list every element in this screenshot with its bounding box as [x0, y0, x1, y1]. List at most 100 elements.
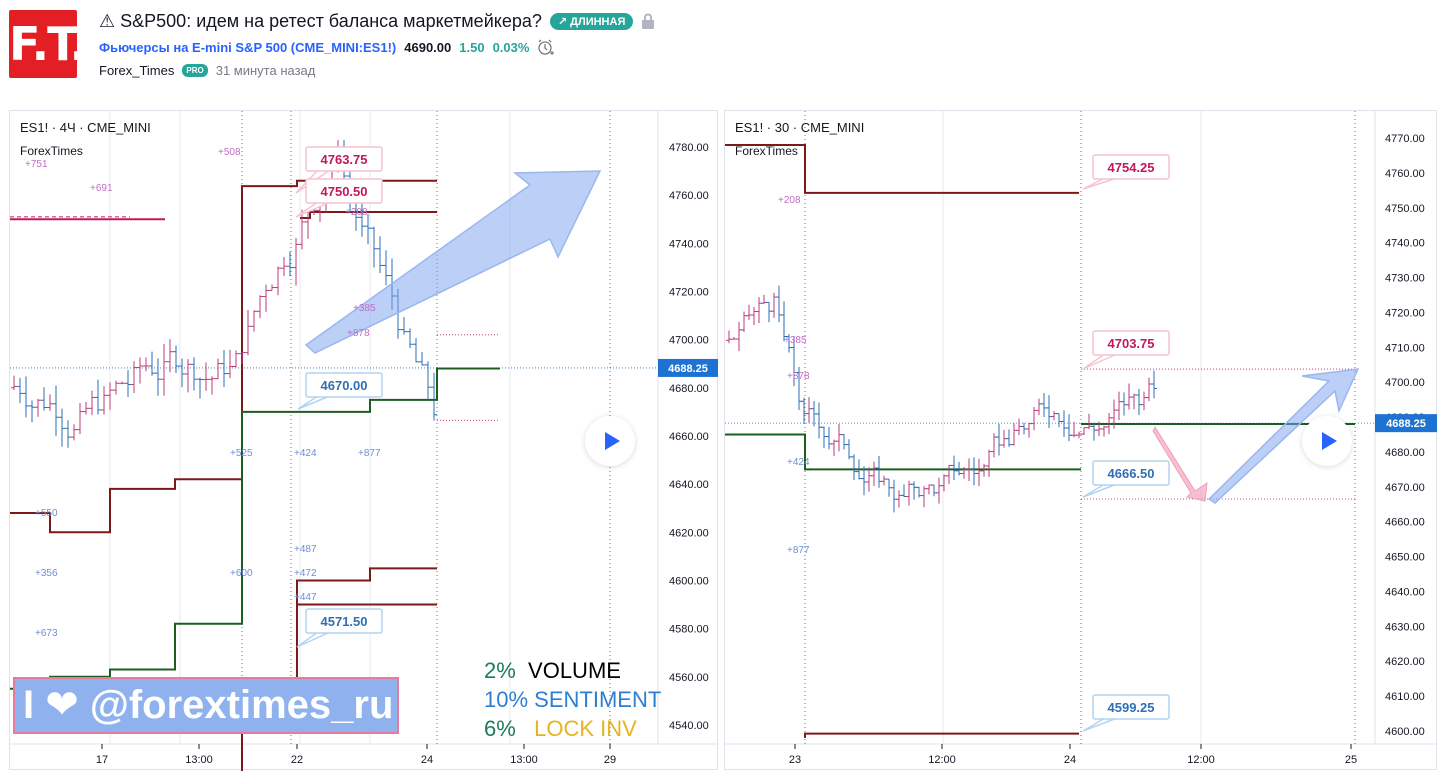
time-tick: 24 — [1064, 754, 1076, 766]
price-tick: 4710.00 — [1385, 342, 1425, 354]
price-tick: 4770.00 — [1385, 133, 1425, 145]
price-tick: 4640.00 — [669, 479, 709, 491]
volume-label: +550 — [35, 508, 58, 519]
callout-box — [1092, 694, 1170, 720]
volume-label: +673 — [35, 628, 58, 639]
price-tick: 4620.00 — [1385, 656, 1425, 668]
time-tick: 23 — [789, 754, 801, 766]
price-tick: 4680.00 — [1385, 447, 1425, 459]
price-tick: 4720.00 — [1385, 307, 1425, 319]
price-change-pct: 0.03% — [492, 39, 530, 55]
chart-30m[interactable]: 4770.00 4760.00 4750.00 4740.00 4730.00 4720.… — [724, 110, 1438, 771]
published-time: 31 минута назад — [215, 63, 316, 78]
volume-label: +751 — [25, 159, 48, 170]
time-tick: 22 — [291, 754, 303, 766]
price-tick: 4760.00 — [1385, 168, 1425, 180]
last-price-label: 4688.25 — [1386, 418, 1426, 430]
price-tick: 4740.00 — [1385, 238, 1425, 250]
callout-box — [305, 372, 383, 398]
price-callout: 4763.75 — [321, 152, 368, 167]
time-tick: 12:00 — [928, 754, 956, 766]
play-button[interactable] — [1302, 416, 1352, 466]
volume-label: +878 — [347, 328, 370, 339]
volume-label: +385 — [784, 335, 807, 346]
callout-box — [1092, 330, 1170, 356]
target-arrow — [304, 170, 602, 354]
volume-label: +385 — [353, 303, 376, 314]
resistance-level — [10, 179, 437, 534]
time-tick: 13:00 — [510, 754, 538, 766]
chart-legend: ES1! · 4Ч · CME_MINI — [20, 120, 151, 135]
chart-4h[interactable]: 4780.00 4760.00 4740.00 4720.00 4700.00 4680.… — [9, 110, 719, 771]
volume-label: +424 — [294, 448, 317, 459]
time-tick: 12:00 — [1187, 754, 1215, 766]
price-tick: 4750.00 — [1385, 203, 1425, 215]
chart-legend: ES1! · 30 · CME_MINI — [735, 120, 865, 135]
price-tick: 4670.00 — [1385, 482, 1425, 494]
price-tick: 4700.00 — [1385, 377, 1425, 389]
last-price-tag — [1375, 414, 1437, 433]
price-tick: 4780.00 — [669, 142, 709, 154]
support-level — [725, 433, 1081, 471]
indicator-name: ForexTimes — [20, 144, 83, 158]
resistance-level — [725, 143, 1079, 194]
pullback-arrow — [1152, 425, 1208, 502]
volume-label: +472 — [294, 568, 317, 579]
price-callout: 4750.50 — [321, 184, 368, 199]
volume-label: +487 — [294, 544, 317, 555]
price-callout: 4571.50 — [321, 614, 368, 629]
price-tick: 4740.00 — [669, 238, 709, 250]
callout-box — [1092, 154, 1170, 180]
price-callout: 4754.25 — [1108, 160, 1155, 175]
stat-pct: 6% — [484, 716, 516, 741]
volume-label: +424 — [787, 457, 810, 468]
price-tick: 4630.00 — [1385, 621, 1425, 633]
indicator-name: ForexTimes — [735, 144, 798, 158]
callout-tail — [295, 201, 331, 218]
low-level — [241, 567, 437, 771]
chart-4h-canvas[interactable]: 4780.00 4760.00 4740.00 4720.00 4700.00 4680.… — [10, 111, 719, 771]
chart-30m-canvas[interactable]: 4770.00 4760.00 4750.00 4740.00 4730.00 4720.… — [725, 111, 1438, 771]
volume-label: +525 — [230, 448, 253, 459]
callout-tail — [1082, 717, 1118, 732]
alarm-clock-icon[interactable] — [537, 38, 555, 56]
price-callout: 4703.75 — [1108, 336, 1155, 351]
stat-label: LOCK INV — [534, 716, 637, 741]
volume-label: +600 — [230, 568, 253, 579]
price-tick: 4600.00 — [1385, 726, 1425, 738]
callout-box — [305, 146, 383, 172]
volume-label: +208 — [345, 207, 368, 218]
price-tick: 4660.00 — [1385, 517, 1425, 529]
volume-label: +356 — [35, 568, 58, 579]
author-name[interactable]: Forex_Times — [99, 63, 175, 78]
price-tick: 4580.00 — [669, 624, 709, 636]
volume-label: +877 — [787, 545, 810, 556]
price-change: 1.50 — [459, 39, 485, 55]
price-callout: 4666.50 — [1108, 466, 1155, 481]
support-level — [10, 367, 500, 690]
price-tick: 4700.00 — [669, 335, 709, 347]
time-tick: 29 — [604, 754, 616, 766]
callout-box — [305, 178, 383, 204]
price-tick: 4650.00 — [1385, 552, 1425, 564]
idea-header: F.T. ⚠ S&P500: идем на ретест баланса ма… — [0, 0, 1440, 100]
price-tick: 4640.00 — [1385, 586, 1425, 598]
price-tick: 4620.00 — [669, 527, 709, 539]
long-badge: ↗ ДЛИННАЯ — [549, 12, 634, 30]
author-logo[interactable]: F.T. — [9, 10, 87, 78]
resistance-level — [300, 211, 437, 220]
price-tick: 4610.00 — [1385, 691, 1425, 703]
symbol-link[interactable]: Фьючерсы на E-mini S&P 500 (CME_MINI:ES1… — [99, 39, 397, 55]
play-button[interactable] — [585, 416, 635, 466]
low-level — [804, 732, 1079, 738]
callout-box — [305, 608, 383, 634]
price-callout: 4670.00 — [321, 378, 368, 393]
price-tick: 4600.00 — [669, 575, 709, 587]
stat-pct: 2% — [484, 658, 516, 683]
watermark-banner: I ❤ @forextimes_ru — [13, 677, 399, 734]
price-tick: 4540.00 — [669, 720, 709, 732]
time-tick: 25 — [1345, 754, 1357, 766]
price-tick: 4760.00 — [669, 190, 709, 202]
current-price: 4690.00 — [404, 39, 452, 55]
callout-tail — [297, 395, 331, 410]
